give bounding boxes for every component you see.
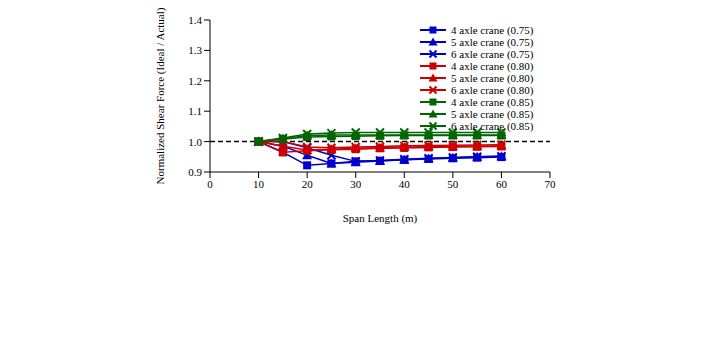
html-text:5 axle crane (0.75): 5 axle crane (0.75) xyxy=(451,36,534,48)
html-text:6 axle crane (0.80): 6 axle crane (0.80) xyxy=(451,84,534,96)
svg-text:1.3: 1.3 xyxy=(188,44,202,56)
html-text:4 axle crane (0.80): 4 axle crane (0.80) xyxy=(451,60,534,72)
svg-text:50: 50 xyxy=(447,178,459,190)
html-text:5 axle crane (0.85): 5 axle crane (0.85) xyxy=(451,108,534,120)
svg-text:1.4: 1.4 xyxy=(188,14,202,26)
html-text:5 axle crane (0.80): 5 axle crane (0.80) xyxy=(451,72,534,84)
svg-text:40: 40 xyxy=(399,178,411,190)
html-text:4 axle crane (0.85): 4 axle crane (0.85) xyxy=(451,96,534,108)
svg-text:1.2: 1.2 xyxy=(188,75,202,87)
svg-text:1.0: 1.0 xyxy=(188,136,202,148)
svg-text:30: 30 xyxy=(350,178,362,190)
svg-text:60: 60 xyxy=(496,178,508,190)
svg-text:20: 20 xyxy=(302,178,314,190)
svg-text:70: 70 xyxy=(545,178,557,190)
svg-text:0: 0 xyxy=(207,178,213,190)
svg-text:0.9: 0.9 xyxy=(188,166,202,178)
svg-text:Normalized Shear Force (Ideal: Normalized Shear Force (Ideal / Actual) xyxy=(154,8,167,184)
html-text:4 axle crane (0.75): 4 axle crane (0.75) xyxy=(451,24,534,36)
html-text:6 axle crane (0.75): 6 axle crane (0.75) xyxy=(451,48,534,60)
svg-text:Span Length (m): Span Length (m) xyxy=(343,212,418,225)
html-text:6 axle crane (0.85): 6 axle crane (0.85) xyxy=(451,120,534,132)
svg-text:10: 10 xyxy=(253,178,265,190)
svg-text:1.1: 1.1 xyxy=(188,105,202,117)
